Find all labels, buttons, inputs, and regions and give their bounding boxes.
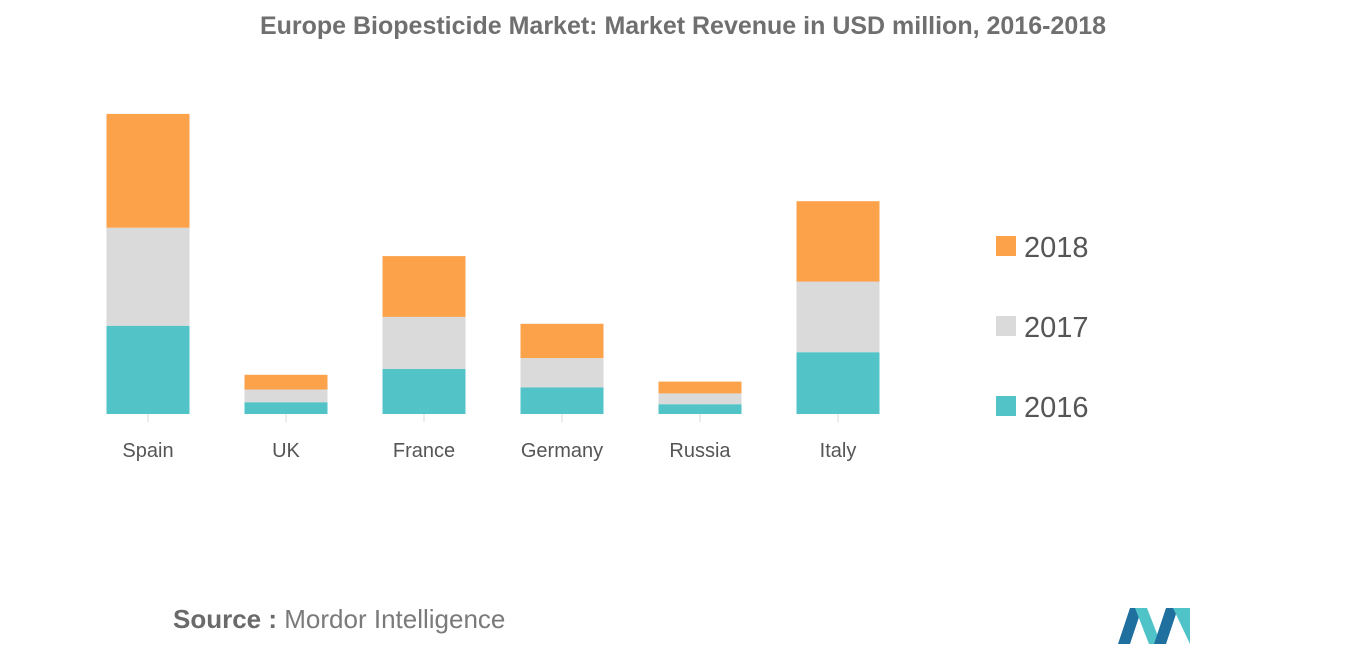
bar-russia-2018 <box>658 381 742 394</box>
bar-italy-2016 <box>796 352 880 414</box>
legend-label-2017: 2017 <box>1024 312 1089 344</box>
bar-uk-2018 <box>244 374 328 390</box>
logo-shape-mid-a <box>1135 608 1161 644</box>
x-tick-label-uk: UK <box>272 440 300 462</box>
legend: 2018 2017 2016 <box>996 232 1089 424</box>
bar-germany-2018 <box>520 323 604 359</box>
source-text: Mordor Intelligence <box>284 604 506 634</box>
legend-swatch-2018 <box>996 236 1016 256</box>
legend-swatch-2016 <box>996 396 1016 416</box>
stacked-bar-chart: Spain UK France Germany Russia Italy 2018 2017… <box>106 113 1089 462</box>
source-note: Source : Mordor Intelligence <box>173 604 505 635</box>
bars-layer <box>106 113 880 414</box>
legend-label-2016: 2016 <box>1024 392 1089 424</box>
bar-france-2016 <box>382 368 466 414</box>
x-tick-label-germany: Germany <box>521 440 603 462</box>
bar-france-2018 <box>382 256 466 317</box>
bar-russia-2017 <box>658 393 742 405</box>
logo-shape-right <box>1173 608 1190 644</box>
chart-title: Europe Biopesticide Market: Market Reven… <box>259 12 1107 40</box>
legend-label-2018: 2018 <box>1024 232 1089 264</box>
legend-swatch-2017 <box>996 316 1016 336</box>
logo-shape-left <box>1118 608 1142 644</box>
bar-spain-2017 <box>106 227 190 326</box>
x-tick-label-france: France <box>393 440 455 462</box>
bar-italy-2018 <box>796 201 880 282</box>
bar-germany-2016 <box>520 387 604 414</box>
bar-uk-2017 <box>244 389 328 403</box>
bar-italy-2017 <box>796 281 880 353</box>
bar-spain-2018 <box>106 113 190 228</box>
x-tick-label-italy: Italy <box>820 440 857 462</box>
x-tick-label-spain: Spain <box>122 440 173 462</box>
x-axis-ticks: Spain UK France Germany Russia Italy <box>122 414 856 462</box>
mordor-intelligence-logo <box>1118 608 1190 644</box>
logo-shape-mid-b <box>1154 608 1178 644</box>
bar-spain-2016 <box>106 325 190 414</box>
x-tick-label-russia: Russia <box>669 440 731 462</box>
bar-russia-2016 <box>658 404 742 414</box>
bar-germany-2017 <box>520 358 604 388</box>
bar-france-2017 <box>382 316 466 369</box>
source-label: Source : <box>173 604 278 634</box>
bar-uk-2016 <box>244 402 328 414</box>
